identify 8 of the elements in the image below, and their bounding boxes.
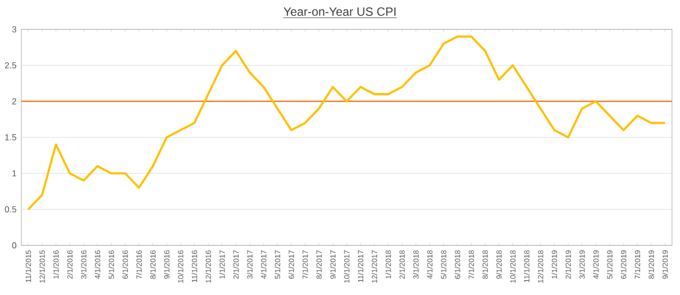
y-tick-label: 1.5 bbox=[5, 134, 16, 141]
y-tick-label: 0.5 bbox=[4, 206, 16, 213]
y-tick-label: 3 bbox=[12, 26, 16, 33]
y-tick-label: 2.5 bbox=[5, 62, 16, 69]
y-tick-label: 1 bbox=[12, 170, 16, 176]
chart-title: Year-on-Year US CPI bbox=[284, 8, 396, 16]
y-tick-label: 0 bbox=[12, 242, 16, 249]
y-tick-label: 2 bbox=[12, 98, 16, 105]
